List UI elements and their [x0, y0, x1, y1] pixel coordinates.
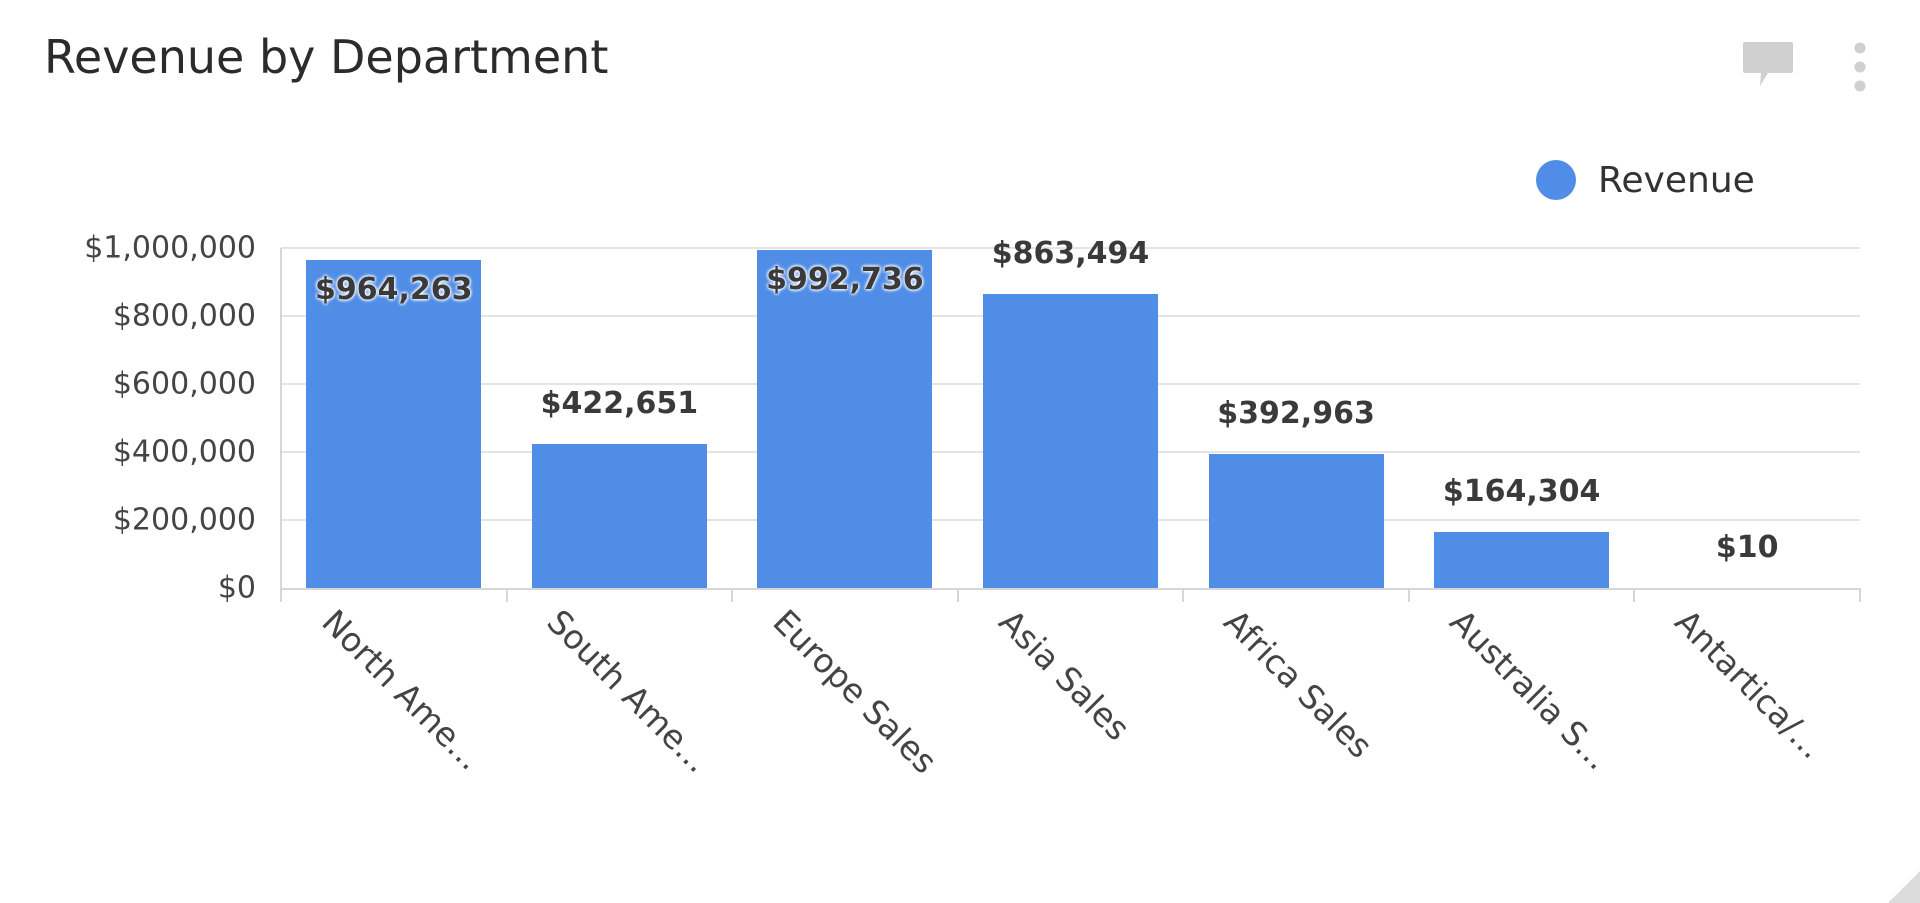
y-axis-line	[280, 248, 282, 602]
legend-item-revenue[interactable]: Revenue	[1536, 159, 1755, 201]
x-axis-category-label: Australia S...	[1442, 602, 1618, 778]
y-axis-tick-label: $200,000	[112, 502, 256, 538]
x-axis-tick	[1633, 588, 1636, 602]
x-axis-tick	[280, 588, 282, 602]
x-axis-tick	[956, 588, 959, 602]
x-axis-tick	[731, 588, 734, 602]
bar-asia-sales[interactable]	[983, 294, 1158, 588]
comment-button[interactable]	[1742, 40, 1794, 92]
resize-corner-icon[interactable]	[1888, 871, 1920, 903]
bar-value-label: $863,494	[991, 236, 1150, 272]
bar-value-label: $964,263	[315, 272, 473, 308]
x-axis-line	[281, 588, 1860, 590]
bar-australia-sales[interactable]	[1434, 532, 1610, 588]
y-axis-tick-label: $600,000	[112, 366, 256, 402]
x-axis-tick	[505, 588, 508, 602]
gridline	[281, 247, 1860, 249]
y-axis-tick-label: $400,000	[112, 434, 256, 470]
x-axis-tick	[1182, 588, 1185, 602]
bar-value-label: $992,736	[766, 262, 924, 298]
x-axis-category-label: Africa Sales	[1216, 602, 1381, 766]
bar-value-label: $10	[1715, 529, 1779, 565]
y-axis-tick-label: $0	[217, 570, 256, 606]
bar-value-label: $392,963	[1217, 396, 1375, 432]
bar-europe-sales[interactable]	[757, 250, 933, 588]
more-options-button[interactable]	[1846, 40, 1874, 94]
x-axis-category-label: North Ame...	[314, 602, 490, 778]
legend-label: Revenue	[1598, 159, 1755, 201]
bar-africa-sales[interactable]	[1208, 454, 1384, 588]
more-vertical-icon	[1854, 42, 1866, 92]
x-axis-category-label: Asia Sales	[990, 602, 1137, 749]
bar-north-america-sales[interactable]	[306, 260, 482, 588]
legend-swatch	[1536, 160, 1576, 200]
bar-south-america-sales[interactable]	[531, 444, 707, 588]
x-axis-category-label: Antartica/...	[1667, 602, 1832, 767]
y-axis-tick-label: $800,000	[112, 298, 256, 334]
x-axis-tick	[1859, 588, 1861, 602]
x-axis-category-label: Europe Sales	[765, 602, 945, 782]
widget-title: Revenue by Department	[44, 30, 609, 84]
comment-icon	[1743, 42, 1793, 86]
y-axis-tick-label: $1,000,000	[84, 230, 256, 266]
x-axis-tick	[1407, 588, 1410, 602]
bar-value-label: $422,651	[540, 386, 699, 422]
x-axis-category-label: South Ame...	[539, 602, 718, 781]
bar-value-label: $164,304	[1442, 474, 1601, 510]
